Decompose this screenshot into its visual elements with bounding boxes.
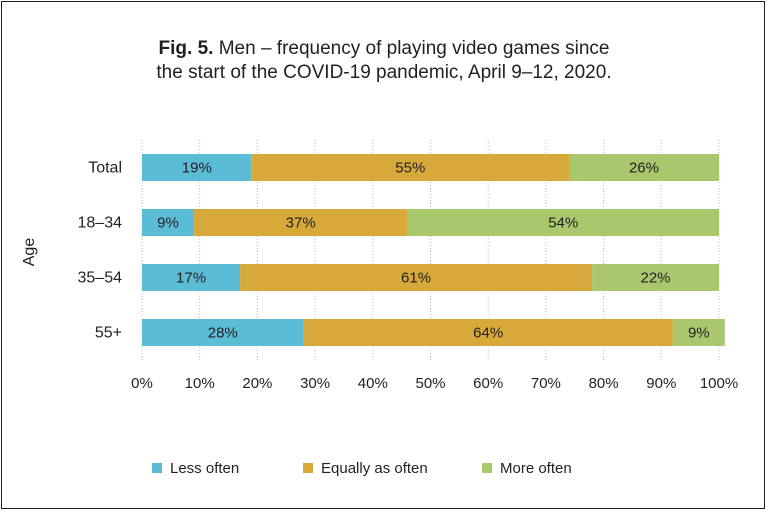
x-tick-label: 30% [300,375,330,392]
data-label: 19% [182,160,212,177]
x-tick-label: 90% [646,375,676,392]
x-tick-label: 0% [131,375,153,392]
data-label: 9% [157,215,179,232]
chart-title: Fig. 5. Men – frequency of playing video… [0,37,768,85]
x-tick-label: 50% [415,375,445,392]
y-category-label: 18–34 [78,215,123,232]
data-label: 17% [176,270,206,287]
y-category-label: 55+ [95,325,122,342]
x-tick-label: 10% [185,375,215,392]
x-tick-label: 100% [700,375,738,392]
data-label: 64% [473,325,503,342]
bar-segment [251,154,569,181]
legend-less-often: Less often [152,458,239,478]
bar-segment [592,264,719,291]
data-label: 61% [401,270,431,287]
data-label: 54% [548,215,578,232]
data-label: 9% [688,325,710,342]
title-line-2: the start of the COVID-19 pandemic, Apri… [156,62,612,83]
bar-segment [303,319,673,346]
data-label: 55% [395,160,425,177]
legend-swatch-more-often [482,463,492,473]
bar-segment [240,264,593,291]
y-axis-label: Age [21,238,38,267]
data-label: 37% [286,215,316,232]
legend-more-often: More often [482,458,572,478]
x-tick-label: 40% [358,375,388,392]
bar-segment [142,264,241,291]
y-category-label: 35–54 [78,270,123,287]
data-label: 22% [641,270,671,287]
legend-label-more-often: More often [500,459,572,477]
x-tick-label: 20% [242,375,272,392]
bar-segment [142,209,194,236]
legend-swatch-equally-as-often [303,463,313,473]
bar-segment [193,209,408,236]
bar-segment [672,319,725,346]
data-label: 26% [629,160,659,177]
legend-equally-as-often: Equally as often [303,458,428,478]
title-line-1: Fig. 5. Men – frequency of playing video… [0,37,768,61]
bar-segment [407,209,719,236]
y-category-label: Total [88,160,122,177]
x-tick-label: 70% [531,375,561,392]
legend-swatch-less-often [152,463,162,473]
data-label: 28% [208,325,238,342]
bar-segment [568,154,719,181]
bar-segment [142,154,252,181]
x-tick-label: 60% [473,375,503,392]
legend-label-equally-as-often: Equally as often [321,459,428,477]
bar-segment [142,319,304,346]
title-text-1: Men – frequency of playing video games s… [218,38,610,59]
legend-label-less-often: Less often [170,459,240,477]
figure-label: Fig. 5. [158,38,214,59]
x-tick-label: 80% [589,375,619,392]
